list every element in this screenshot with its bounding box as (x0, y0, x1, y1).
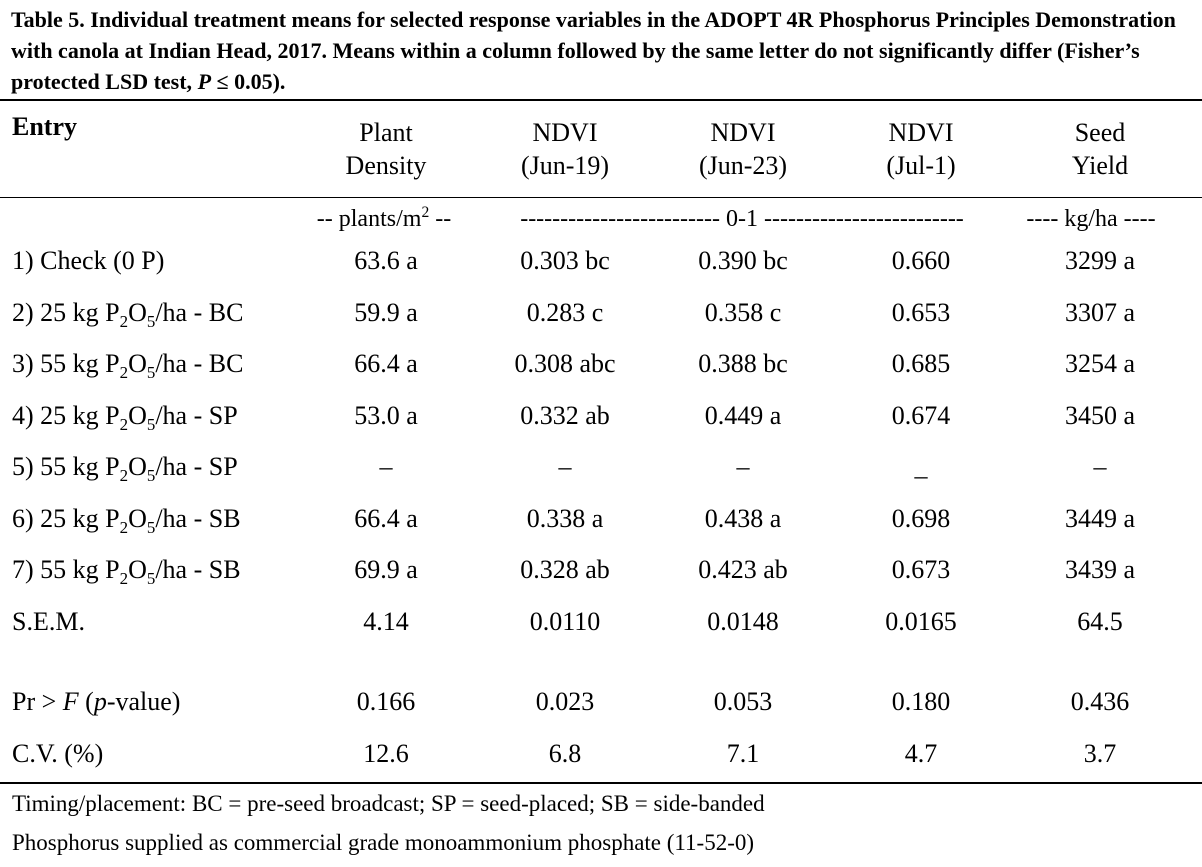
cell-ndvi-jun23: 0.053 (713, 687, 773, 716)
row-entry: 5) 55 kg P2O5/ha - SP (12, 452, 238, 486)
header-ndvi-jul1: NDVI (Jul-1) (886, 116, 955, 182)
row-entry-sem: S.E.M. (12, 607, 85, 636)
header-bottom-rule (0, 197, 1202, 198)
header-line2: (Jul-1) (886, 151, 956, 180)
cell-seed-yield: 0.436 (1070, 687, 1130, 716)
cell-ndvi-jun23: – (736, 452, 750, 481)
units-seed-yield: ---- kg/ha ---- (1026, 206, 1156, 232)
cell-ndvi-jul1: 0.180 (891, 687, 951, 716)
cell-ndvi-jun19: 0.0110 (529, 607, 601, 636)
row-entry: 1) Check (0 P) (12, 246, 165, 275)
cell-ndvi-jul1: 0.0165 (885, 607, 957, 636)
row-entry-pvalue: Pr > F (p-value) (12, 687, 181, 716)
cell-seed-yield: 3449 a (1064, 504, 1136, 533)
cell-ndvi-jun19: 0.332 ab (520, 401, 610, 430)
header-ndvi-jun19: NDVI (Jun-19) (521, 116, 609, 182)
header-line1: Plant (359, 118, 413, 147)
cell-ndvi-jun23: 7.1 (726, 739, 760, 768)
header-line1: NDVI (888, 118, 954, 147)
header-line1: NDVI (532, 118, 598, 147)
header-line2: Yield (1071, 151, 1129, 180)
cell-ndvi-jun19: 0.303 bc (520, 246, 610, 275)
cell-plant-density: 0.166 (356, 687, 416, 716)
row-entry: 2) 25 kg P2O5/ha - BC (12, 298, 244, 332)
cell-seed-yield: 3450 a (1064, 401, 1136, 430)
cell-seed-yield: 3299 a (1064, 246, 1136, 275)
header-entry: Entry (12, 112, 77, 141)
cell-ndvi-jul1: _ (914, 452, 928, 481)
units-plant-density: -- plants/m2 -- (316, 204, 452, 232)
cell-ndvi-jun23: 0.438 a (704, 504, 782, 533)
cell-plant-density: 66.4 a (354, 349, 418, 378)
cell-plant-density: 66.4 a (354, 504, 418, 533)
row-entry: 7) 55 kg P2O5/ha - SB (12, 555, 241, 589)
cell-plant-density: 12.6 (363, 739, 409, 768)
table-caption: Table 5. Individual treatment means for … (11, 4, 1191, 97)
table-bottom-rule (0, 782, 1202, 784)
row-entry: 4) 25 kg P2O5/ha - SP (12, 401, 238, 435)
cell-ndvi-jun19: 0.283 c (526, 298, 604, 327)
cell-plant-density: 59.9 a (354, 298, 418, 327)
cell-ndvi-jul1: 0.660 (891, 246, 951, 275)
header-line1: NDVI (710, 118, 776, 147)
cell-plant-density: 4.14 (363, 607, 409, 636)
cell-ndvi-jun19: 0.338 a (526, 504, 604, 533)
cell-plant-density: 53.0 a (354, 401, 418, 430)
header-plant-density: Plant Density (346, 116, 427, 182)
cell-seed-yield: – (1093, 452, 1107, 481)
cell-ndvi-jul1: 0.698 (891, 504, 951, 533)
caption-text: Table 5. Individual treatment means for … (11, 7, 1176, 94)
caption-p-symbol: P (197, 69, 212, 94)
header-line1: Seed (1074, 118, 1126, 147)
cell-ndvi-jun23: 0.390 bc (698, 246, 788, 275)
row-entry-cv: C.V. (%) (12, 739, 104, 768)
cell-ndvi-jun23: 0.358 c (704, 298, 782, 327)
cell-seed-yield: 3307 a (1064, 298, 1136, 327)
cell-ndvi-jun19: 0.023 (535, 687, 595, 716)
cell-ndvi-jun23: 0.423 ab (698, 555, 788, 584)
cell-seed-yield: 3.7 (1083, 739, 1117, 768)
cell-ndvi-jul1: 0.685 (891, 349, 951, 378)
row-entry: 6) 25 kg P2O5/ha - SB (12, 504, 241, 538)
cell-seed-yield: 64.5 (1077, 607, 1123, 636)
cell-ndvi-jun19: 6.8 (548, 739, 582, 768)
footnote-timing: Timing/placement: BC = pre-seed broadcas… (12, 791, 765, 816)
cell-plant-density: – (379, 452, 393, 481)
cell-ndvi-jun19: 0.328 ab (520, 555, 610, 584)
table-top-rule (0, 99, 1202, 101)
cell-ndvi-jun19: 0.308 abc (514, 349, 616, 378)
caption-text-end: ≤ 0.05). (211, 69, 286, 94)
cell-ndvi-jul1: 4.7 (904, 739, 938, 768)
cell-seed-yield: 3439 a (1064, 555, 1136, 584)
header-line2: (Jun-19) (520, 151, 610, 180)
cell-plant-density: 63.6 a (354, 246, 418, 275)
cell-plant-density: 69.9 a (354, 555, 418, 584)
cell-ndvi-jul1: 0.653 (891, 298, 951, 327)
cell-ndvi-jun19: – (558, 452, 572, 481)
cell-ndvi-jun23: 0.449 a (704, 401, 782, 430)
units-ndvi: ------------------------- 0-1 ----------… (520, 206, 964, 232)
footnote-phosphorus: Phosphorus supplied as commercial grade … (12, 830, 755, 855)
row-entry: 3) 55 kg P2O5/ha - BC (12, 349, 244, 383)
header-seed-yield: Seed Yield (1072, 116, 1128, 182)
header-line2: Density (345, 151, 427, 180)
cell-ndvi-jul1: 0.674 (891, 401, 951, 430)
header-ndvi-jun23: NDVI (Jun-23) (699, 116, 787, 182)
cell-ndvi-jul1: 0.673 (891, 555, 951, 584)
cell-ndvi-jun23: 0.0148 (707, 607, 779, 636)
cell-ndvi-jun23: 0.388 bc (698, 349, 788, 378)
header-line2: (Jun-23) (698, 151, 788, 180)
cell-seed-yield: 3254 a (1064, 349, 1136, 378)
